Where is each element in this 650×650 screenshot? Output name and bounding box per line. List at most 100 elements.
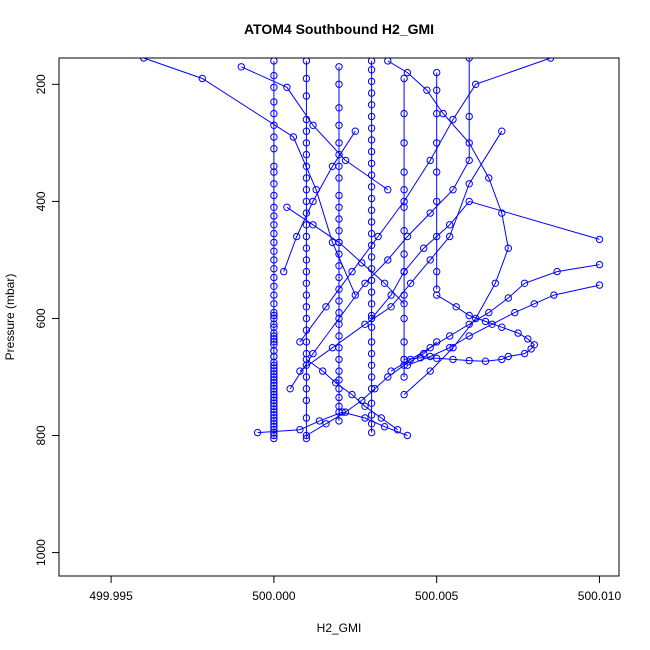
data-point [270,221,278,229]
data-point [302,150,311,159]
data-point [377,414,385,422]
data-point [595,235,604,244]
data-point [270,417,278,425]
data-point [335,227,343,235]
data-point [367,159,376,168]
x-tick-label: 500.005 [415,589,459,603]
data-point [335,104,343,112]
data-point [400,139,408,147]
data-point [335,297,343,305]
data-point [433,354,441,362]
data-point [527,345,535,353]
data-point [361,279,369,287]
data-point [270,387,278,396]
data-point [400,314,408,323]
data-point [367,361,376,369]
data-point [400,267,408,276]
data-point [309,349,317,358]
data-point [371,385,379,393]
data-point [465,180,473,188]
data-point [309,197,317,206]
data-point [270,341,278,349]
data-point [302,174,311,182]
data-point [380,423,389,431]
data-point [270,168,278,176]
data-point [426,156,434,165]
series-line [257,411,408,436]
data-point [367,323,376,331]
data-point [361,320,369,328]
data-point [270,338,278,346]
data-point [387,291,395,299]
data-point [293,232,301,241]
data-point [283,203,291,212]
data-point [472,80,480,89]
data-point [504,352,512,361]
data-point [296,367,304,375]
data-point [400,197,408,206]
data-point [367,77,376,86]
data-point [270,426,278,434]
data-point [361,414,369,422]
data-point [270,423,278,431]
data-point [400,373,408,381]
series-line [283,130,356,272]
series-line [286,206,405,305]
data-point [367,241,376,250]
data-point [426,209,434,217]
data-point [449,355,457,364]
series-16 [384,58,512,399]
data-point [433,168,441,176]
data-point [367,399,376,407]
data-point [237,63,246,71]
data-point [550,291,558,299]
data-point [270,370,278,378]
data-point [465,58,473,62]
data-point [335,332,343,340]
data-point [302,58,311,65]
data-point [426,344,434,352]
data-point [514,329,522,337]
data-point [465,311,473,320]
data-point [420,349,428,358]
data-point [449,186,457,194]
data-point [400,168,408,176]
data-point [498,209,506,217]
data-point [400,338,408,346]
data-point [270,238,278,247]
data-point [335,121,343,130]
data-point [270,411,278,419]
data-point [270,212,278,220]
series-21 [280,127,359,276]
series-line [306,341,438,436]
data-point [302,291,311,299]
data-point [367,218,376,226]
data-point [400,227,408,235]
data-point [426,256,434,264]
data-point [367,338,376,346]
data-point [446,221,454,229]
series-line [299,58,551,343]
data-point [335,402,343,410]
data-point [433,338,441,346]
series-14 [400,291,538,365]
data-point [403,431,412,440]
data-point [400,186,408,194]
data-point [426,352,434,361]
data-point [335,80,343,89]
chart-title: ATOM4 Southbound H2_GMI [244,21,434,37]
data-point [367,89,376,97]
data-point [270,121,278,130]
series-line [299,130,503,372]
data-point [520,279,529,287]
data-point [504,294,512,302]
series-19 [302,355,402,434]
data-point [335,139,343,147]
data-point [302,267,311,276]
series-10 [296,127,506,375]
data-point [270,382,278,390]
data-point [335,367,343,375]
data-point [319,367,327,375]
series-line [387,60,509,395]
